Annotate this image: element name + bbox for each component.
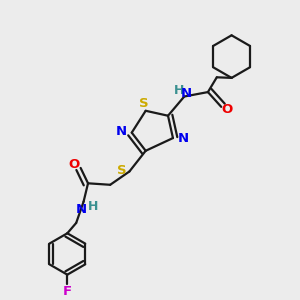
Text: S: S [140, 97, 149, 110]
Text: S: S [117, 164, 127, 177]
Text: O: O [221, 103, 233, 116]
Text: O: O [68, 158, 80, 171]
Text: H: H [88, 200, 98, 214]
Text: N: N [178, 132, 189, 145]
Text: N: N [116, 125, 127, 138]
Text: N: N [76, 202, 87, 215]
Text: N: N [181, 87, 192, 100]
Text: F: F [63, 285, 72, 298]
Text: H: H [174, 83, 184, 97]
